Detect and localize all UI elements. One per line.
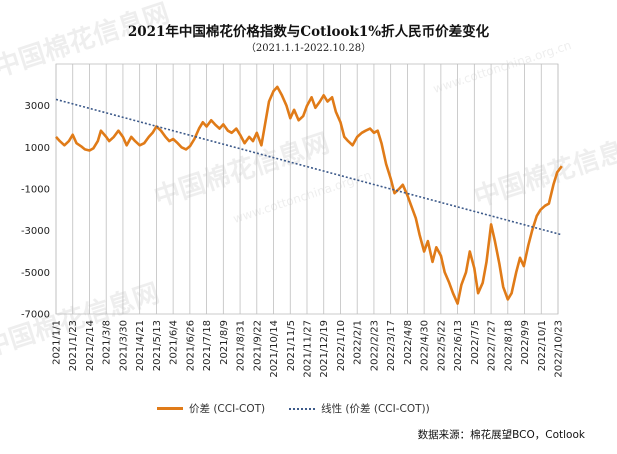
data-source: 数据来源：棉花展望BCO，Cotlook xyxy=(417,429,585,441)
x-tick-label: 2022/7/27 xyxy=(487,320,498,371)
x-tick-label: 2021/8/9 xyxy=(219,320,230,365)
x-tick-label: 2021/4/21 xyxy=(135,320,146,371)
x-tick-label: 2021/9/22 xyxy=(252,320,263,371)
x-tick-label: 2022/4/30 xyxy=(420,320,431,371)
x-tick-label: 2021/3/8 xyxy=(102,320,113,365)
series-layer xyxy=(55,85,563,305)
legend-swatch-trend xyxy=(289,407,316,410)
y-tick-label: 1000 xyxy=(25,143,50,154)
x-tick-label: 2022/7/5 xyxy=(470,320,481,365)
y-tick-label: -3000 xyxy=(21,226,50,237)
x-tick-label: 2021/7/18 xyxy=(202,320,213,371)
x-tick-label: 2022/2/23 xyxy=(369,320,380,371)
series-line-trend xyxy=(55,98,563,236)
chart-title: 2021年中国棉花价格指数与Cotlook1%折人民币价差变化 xyxy=(127,24,490,40)
x-tick-label: 2022/5/22 xyxy=(436,320,447,371)
x-tick-label: 2022/1/10 xyxy=(336,320,347,371)
x-tick-label: 2021/1/1 xyxy=(52,320,63,365)
legend-swatch-series xyxy=(157,407,183,410)
y-tick-label: -1000 xyxy=(21,185,50,196)
x-tick-label: 2021/11/5 xyxy=(286,320,297,371)
chart-subtitle: （2021.1.1-2022.10.28） xyxy=(245,43,372,54)
x-tick-label: 2022/10/23 xyxy=(554,320,565,378)
y-tick-label: -5000 xyxy=(21,268,50,279)
x-tick-label: 2022/3/17 xyxy=(386,320,397,371)
x-tick-label: 2022/10/1 xyxy=(537,320,548,371)
legend-item-trend: 线性 (价差 (CCI-COT)) xyxy=(289,401,430,416)
grid-lines xyxy=(55,63,559,315)
x-tick-label: 2021/3/30 xyxy=(118,320,129,371)
x-tick-label: 2022/6/13 xyxy=(453,320,464,371)
x-axis-ticks: 2021/1/1 2021/1/23 2021/2/14 2021/3/8 2021/3… xyxy=(52,320,565,378)
x-tick-label: 2021/6/26 xyxy=(185,320,196,371)
x-tick-label: 2021/12/19 xyxy=(319,320,330,378)
y-tick-label: 3000 xyxy=(25,101,50,112)
x-tick-label: 2022/8/18 xyxy=(503,320,514,371)
x-tick-label: 2022/2/1 xyxy=(353,320,364,365)
x-tick-label: 2021/10/14 xyxy=(269,320,280,378)
y-axis-ticks: 3000 1000 -1000 -3000 -5000 -7000 xyxy=(21,101,50,320)
x-tick-label: 2022/9/9 xyxy=(520,320,531,365)
x-tick-label: 2021/11/27 xyxy=(303,320,314,378)
x-tick-label: 2021/1/23 xyxy=(68,320,79,371)
series-line-spread xyxy=(55,85,563,305)
legend-label-trend: 线性 (价差 (CCI-COT)) xyxy=(321,403,430,415)
x-tick-label: 2021/2/14 xyxy=(85,320,96,371)
x-tick-label: 2021/6/4 xyxy=(169,320,180,365)
x-tick-label: 2022/4/8 xyxy=(403,320,414,365)
legend-label-series: 价差 (CCI-COT) xyxy=(189,403,266,415)
legend: 价差 (CCI-COT) 线性 (价差 (CCI-COT)) xyxy=(157,401,454,416)
legend-item-series: 价差 (CCI-COT) xyxy=(157,401,265,416)
x-tick-label: 2021/8/31 xyxy=(236,320,247,371)
y-tick-label: -7000 xyxy=(21,310,50,321)
x-tick-label: 2021/5/13 xyxy=(152,320,163,371)
